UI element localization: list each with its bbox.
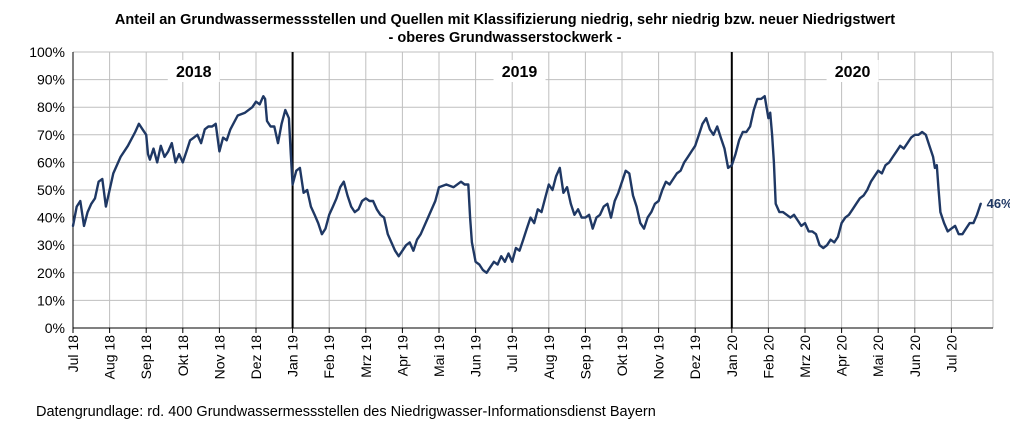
x-tick-label: Feb 20	[760, 335, 776, 379]
x-tick-label: Apr 19	[394, 335, 410, 376]
y-tick-label: 90%	[37, 72, 65, 88]
y-tick-label: 30%	[37, 237, 65, 253]
x-tick-label: Sep 19	[577, 335, 593, 380]
line-chart: 0% 10% 20% 30% 40% 50% 60% 70% 80% 90% 100% Jul 18 A…	[29, 44, 1010, 380]
year-label: 2020	[835, 64, 871, 81]
y-tick-label: 50%	[37, 182, 65, 198]
data-source-note: Datengrundlage: rd. 400 Grundwassermesss…	[36, 404, 656, 420]
x-tick-label: Feb 19	[321, 335, 337, 379]
x-tick-label: Nov 19	[651, 335, 667, 380]
x-tick-label: Jun 20	[907, 335, 923, 377]
x-tick-label: Mrz 20	[797, 335, 813, 378]
year-label-background	[167, 60, 220, 82]
x-tick-label: Jan 19	[285, 335, 301, 377]
x-tick-label: Jul 19	[504, 335, 520, 373]
year-label-background	[826, 60, 879, 82]
year-label: 2019	[502, 64, 538, 81]
x-tick-label: Aug 18	[102, 335, 118, 380]
x-tick-label: Okt 19	[614, 335, 630, 376]
y-tick-label: 80%	[37, 99, 65, 115]
x-tick-label: Nov 18	[211, 335, 227, 380]
x-tick-label: Okt 18	[175, 335, 191, 376]
y-tick-label: 0%	[45, 320, 65, 336]
x-tick-label: Jan 20	[724, 335, 740, 377]
chart-subtitle: - oberes Grundwasserstockwerk -	[388, 30, 622, 46]
y-tick-label: 10%	[37, 292, 65, 308]
y-tick-label: 60%	[37, 154, 65, 170]
year-label: 2018	[176, 64, 212, 81]
x-tick-label: Aug 19	[541, 335, 557, 380]
y-tick-label: 100%	[29, 44, 65, 60]
x-tick-label: Jun 19	[468, 335, 484, 377]
end-value-label: 46%	[987, 196, 1010, 211]
x-tick-label: Dez 18	[248, 335, 264, 380]
y-tick-label: 20%	[37, 265, 65, 281]
x-tick-label: Mrz 19	[358, 335, 374, 378]
x-tick-label: Mai 20	[870, 335, 886, 377]
y-tick-label: 70%	[37, 127, 65, 143]
x-tick-label: Mai 19	[431, 335, 447, 377]
series-line	[71, 95, 982, 274]
x-tick-label: Dez 19	[687, 335, 703, 380]
x-tick-label: Jul 18	[65, 335, 81, 373]
chart-title: Anteil an Grundwassermessstellen und Que…	[114, 12, 896, 28]
year-label-background	[493, 60, 546, 82]
y-tick-label: 40%	[37, 210, 65, 226]
x-tick-label: Jul 20	[943, 335, 959, 373]
x-tick-label: Sep 18	[138, 335, 154, 380]
x-tick-label: Apr 20	[834, 335, 850, 376]
